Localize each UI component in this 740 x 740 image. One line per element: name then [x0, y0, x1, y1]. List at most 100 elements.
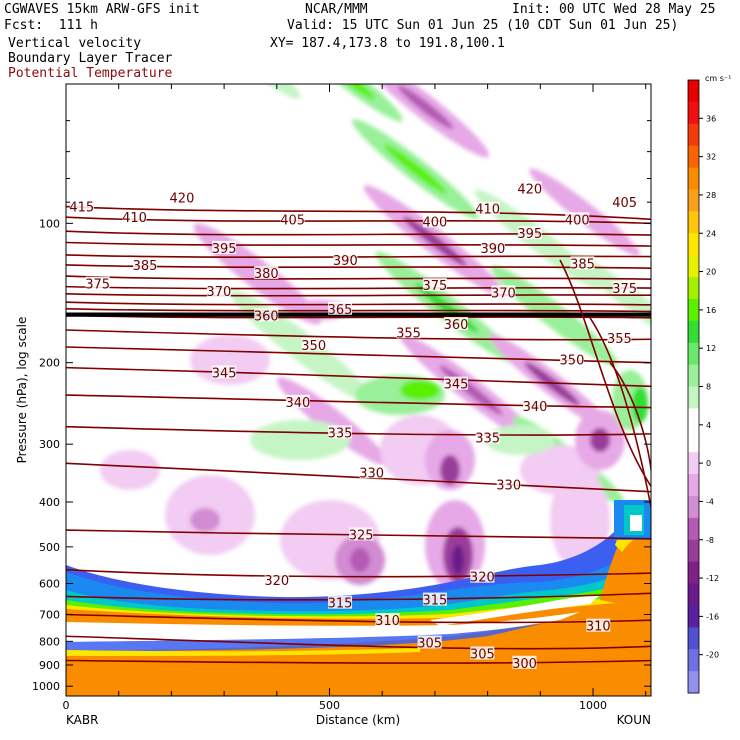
theta-label-bg — [422, 278, 447, 292]
y-tick-label: 700 — [39, 608, 60, 621]
field-vertical-velocity: Vertical velocity — [8, 36, 142, 51]
colorbar-label: 0 — [706, 459, 711, 468]
colorbar-label: 8 — [706, 383, 711, 392]
theta-line-lower — [66, 329, 651, 341]
theta-label: 305 — [470, 648, 495, 663]
theta-label: 335 — [475, 431, 500, 446]
init-time: Init: 00 UTC Wed 28 May 25 — [512, 2, 716, 17]
theta-label: 340 — [285, 396, 310, 411]
end-station-label: KOUN — [617, 713, 651, 727]
colorbar-segment — [688, 364, 699, 387]
colorbar-segment — [688, 189, 699, 212]
theta-label: 370 — [206, 285, 231, 300]
forecast-hour: Fcst: 111 h — [4, 18, 98, 33]
theta-label-bg — [559, 352, 584, 366]
theta-line-steep — [559, 259, 651, 487]
theta-label: 345 — [212, 366, 237, 381]
theta-label-bg — [491, 285, 516, 299]
colorbar-segment — [688, 277, 699, 300]
valid-time: Valid: 15 UTC Sun 01 Jun 25 (10 CDT Sun … — [287, 18, 679, 33]
theta-label: 345 — [444, 378, 469, 393]
theta-label-bg — [328, 301, 353, 315]
theta-label-bg — [470, 569, 495, 583]
theta-label-bg — [517, 226, 542, 240]
theta-label-bg — [480, 240, 505, 254]
y-tick-label: 400 — [39, 496, 60, 509]
colorbar-label: 20 — [706, 268, 716, 277]
theta-label-bg — [512, 655, 537, 669]
theta-line-lower — [66, 659, 651, 664]
theta-label-bg — [470, 646, 495, 660]
colorbar-label: 16 — [706, 306, 716, 315]
theta-label-bg — [444, 376, 468, 390]
theta-line-upper — [66, 275, 651, 280]
theta-label-bg — [612, 195, 637, 209]
y-tick-label: 600 — [39, 578, 60, 591]
colorbar-label: 12 — [706, 344, 716, 353]
theta-label: 375 — [85, 278, 110, 293]
theta-label: 305 — [417, 637, 442, 652]
theta-line-steep — [589, 317, 651, 508]
organization: NCAR/MMM — [305, 2, 368, 17]
potential-temperature-labels: 415 410 420 405 400 410 420 395 400 405 395 385 390 3… — [69, 181, 637, 672]
theta-label-bg — [85, 276, 110, 290]
theta-label-bg — [301, 337, 326, 351]
theta-label: 310 — [586, 620, 611, 635]
x-tick-label: 0 — [63, 699, 70, 712]
theta-label-bg — [570, 256, 595, 270]
theta-label-bg — [122, 210, 147, 224]
y-tick-label: 1000 — [32, 680, 60, 693]
theta-line-lower — [66, 635, 651, 650]
theta-label-bg — [523, 398, 548, 412]
colorbar-segment — [688, 386, 699, 409]
x-tick-label: 500 — [319, 699, 340, 712]
colorbar-segment — [688, 605, 699, 628]
theta-label: 310 — [375, 614, 400, 629]
start-station-label: KABR — [66, 713, 98, 727]
theta-label: 360 — [254, 309, 279, 324]
plot-frame — [65, 83, 652, 697]
cross-section-endpoints: XY= 187.4,173.8 to 191.8,100.1 — [270, 36, 505, 51]
theta-label: 390 — [480, 242, 505, 257]
theta-label: 410 — [122, 211, 147, 226]
theta-label-bg — [349, 527, 374, 541]
theta-label-bg — [475, 430, 500, 444]
theta-line-upper — [66, 241, 651, 247]
theta-label-bg — [212, 365, 237, 379]
theta-label-bg — [375, 613, 400, 627]
colorbar-label: 28 — [706, 191, 716, 200]
theta-label-bg — [280, 212, 305, 226]
colorbar-segment — [688, 298, 699, 322]
theta-line-lower — [66, 613, 651, 624]
colorbar-segment — [688, 517, 699, 541]
theta-label-bg — [496, 477, 521, 491]
pressure-axis: 100 200 300 400 500 600 700 800 900 1000 — [32, 120, 651, 693]
theta-label: 315 — [423, 594, 448, 609]
colorbar-segment — [688, 167, 699, 190]
theta-label-bg — [422, 592, 447, 606]
theta-line-lower — [66, 366, 651, 388]
x-axis-label: Distance (km) — [316, 713, 400, 727]
field-potential-temperature: Potential Temperature — [8, 66, 173, 81]
theta-label: 330 — [359, 466, 384, 481]
theta-label: 320 — [470, 571, 495, 586]
theta-label: 355 — [396, 326, 421, 341]
theta-label: 355 — [607, 332, 632, 347]
theta-line-lower — [66, 568, 651, 578]
theta-label: 410 — [475, 203, 500, 218]
colorbar-unit: cm s⁻¹ — [705, 74, 731, 83]
model-title: CGWAVES 15km ARW-GFS init — [4, 2, 200, 17]
y-tick-label: 500 — [39, 541, 60, 554]
theta-label: 350 — [560, 354, 585, 369]
theta-label: 325 — [349, 528, 374, 543]
colorbar-segment — [688, 233, 699, 256]
theta-label: 405 — [280, 213, 305, 228]
colorbar-segment — [688, 255, 699, 278]
colorbar-label: 32 — [706, 153, 716, 162]
theta-label: 385 — [570, 257, 595, 272]
theta-label: 395 — [517, 227, 542, 242]
theta-line-steep — [609, 362, 651, 526]
theta-label: 405 — [612, 196, 637, 211]
x-tick-label: 1000 — [579, 699, 607, 712]
colorbar-label: 24 — [706, 229, 716, 238]
